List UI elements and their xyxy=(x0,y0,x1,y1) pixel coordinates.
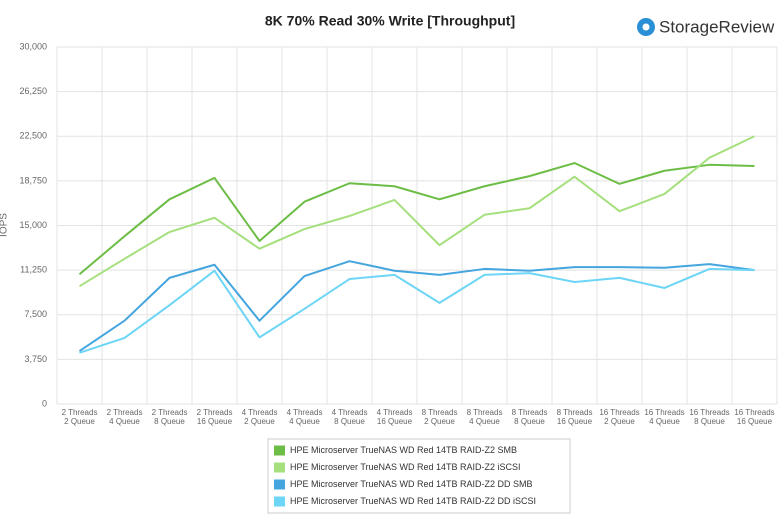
legend-swatch xyxy=(274,462,285,473)
legend-label: HPE Microserver TrueNAS WD Red 14TB RAID… xyxy=(290,462,521,472)
x-tick-label: 2 Threads xyxy=(197,408,233,417)
legend-swatch xyxy=(274,445,285,456)
legend-swatch xyxy=(274,496,285,507)
x-tick-label: 2 Queue xyxy=(244,417,275,426)
x-tick-label: 16 Threads xyxy=(644,408,684,417)
legend-box xyxy=(267,438,571,514)
x-tick-label: 4 Threads xyxy=(287,408,323,417)
x-tick-label: 8 Queue xyxy=(694,417,725,426)
x-tick-label: 16 Queue xyxy=(377,417,413,426)
x-tick-label: 4 Queue xyxy=(109,417,140,426)
y-tick-label: 30,000 xyxy=(19,41,47,51)
y-tick-label: 3,750 xyxy=(24,354,47,364)
x-tick-label: 4 Threads xyxy=(377,408,413,417)
x-tick-label: 2 Threads xyxy=(152,408,188,417)
x-tick-label: 4 Threads xyxy=(242,408,278,417)
x-tick-label: 8 Queue xyxy=(514,417,545,426)
x-tick-label: 8 Threads xyxy=(467,408,503,417)
y-tick-label: 0 xyxy=(42,398,47,408)
x-tick-label: 16 Queue xyxy=(557,417,593,426)
x-tick-label: 16 Threads xyxy=(599,408,639,417)
series-line xyxy=(78,135,755,288)
legend-label: HPE Microserver TrueNAS WD Red 14TB RAID… xyxy=(290,445,517,455)
x-tick-label: 8 Threads xyxy=(557,408,593,417)
brand-name: StorageReview xyxy=(659,17,775,36)
y-tick-label: 7,500 xyxy=(24,309,47,319)
chart-title: 8K 70% Read 30% Write [Throughput] xyxy=(265,13,515,29)
y-tick-label: 18,750 xyxy=(19,175,47,185)
x-tick-label: 8 Queue xyxy=(334,417,365,426)
x-tick-label: 4 Queue xyxy=(289,417,320,426)
x-tick-label: 8 Queue xyxy=(154,417,185,426)
x-tick-label: 16 Queue xyxy=(737,417,773,426)
series-line xyxy=(78,260,755,352)
x-tick-label: 2 Queue xyxy=(604,417,635,426)
legend-label: HPE Microserver TrueNAS WD Red 14TB RAID… xyxy=(290,496,536,506)
x-tick-label: 4 Threads xyxy=(332,408,368,417)
logo-icon-dot xyxy=(642,23,650,31)
series-line xyxy=(79,267,755,354)
x-tick-label: 4 Queue xyxy=(469,417,500,426)
y-tick-label: 11,250 xyxy=(20,265,47,275)
brand-logo: StorageReview xyxy=(637,17,775,36)
x-tick-label: 4 Queue xyxy=(649,417,680,426)
y-tick-label: 22,500 xyxy=(19,131,47,141)
series-line xyxy=(78,162,755,276)
x-tick-label: 2 Queue xyxy=(424,417,455,426)
y-axis-label: IOPS xyxy=(0,213,10,237)
x-tick-label: 2 Queue xyxy=(64,417,95,426)
x-tick-label: 2 Threads xyxy=(62,408,98,417)
x-tick-label: 16 Threads xyxy=(734,408,774,417)
x-tick-label: 16 Threads xyxy=(689,408,729,417)
y-tick-label: 15,000 xyxy=(19,220,47,230)
x-tick-label: 8 Threads xyxy=(422,408,458,417)
x-tick-label: 2 Threads xyxy=(107,408,143,417)
x-tick-label: 16 Queue xyxy=(197,417,233,426)
legend-label: HPE Microserver TrueNAS WD Red 14TB RAID… xyxy=(290,479,533,489)
x-tick-label: 8 Threads xyxy=(512,408,548,417)
legend-swatch xyxy=(274,479,285,490)
legend: HPE Microserver TrueNAS WD Red 14TB RAID… xyxy=(267,438,571,514)
y-tick-label: 26,250 xyxy=(19,86,47,96)
